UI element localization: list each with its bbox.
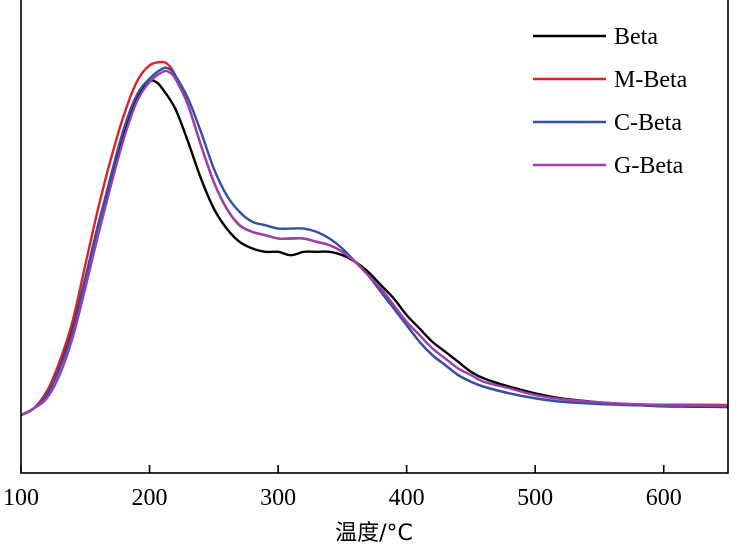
x-axis: 100 200 300 400 500 600 (3, 465, 682, 511)
x-tick-label-200: 200 (132, 485, 168, 511)
series-line-beta (20, 79, 729, 417)
x-tick-label-300: 300 (260, 485, 296, 511)
legend-label-c-beta: C-Beta (614, 110, 682, 136)
legend: Beta M-Beta C-Beta G-Beta (533, 24, 688, 179)
legend-label-beta: Beta (614, 24, 658, 50)
series-line-c-beta (20, 66, 729, 417)
x-tick-label-100: 100 (3, 485, 39, 511)
x-tick-label-400: 400 (389, 485, 425, 511)
series-line-g-beta (20, 69, 729, 417)
x-axis-title: 温度/°C (335, 521, 413, 546)
plot-frame (20, 0, 729, 474)
x-tick-label-600: 600 (646, 485, 682, 511)
legend-label-g-beta: G-Beta (614, 153, 684, 179)
x-tick-label-500: 500 (517, 485, 553, 511)
series-layer (20, 60, 729, 417)
legend-label-m-beta: M-Beta (614, 67, 688, 93)
